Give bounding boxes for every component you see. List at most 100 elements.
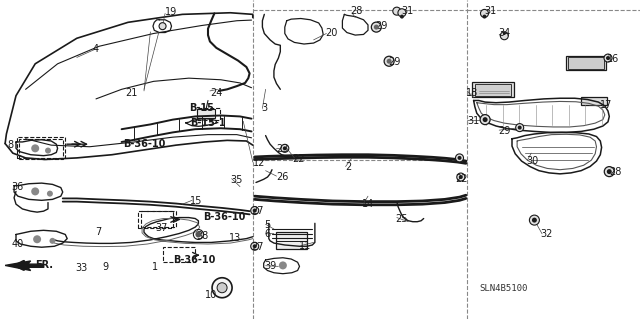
Text: 29: 29 bbox=[498, 126, 510, 136]
Text: 31: 31 bbox=[401, 5, 413, 16]
Circle shape bbox=[532, 218, 537, 223]
Text: 25: 25 bbox=[396, 213, 408, 224]
Bar bbox=[475, 84, 511, 96]
Text: 8: 8 bbox=[8, 140, 14, 150]
Text: 28: 28 bbox=[351, 5, 363, 16]
Text: 6: 6 bbox=[264, 229, 271, 240]
Circle shape bbox=[279, 261, 287, 270]
Text: 14: 14 bbox=[362, 199, 374, 209]
Text: B-36-10: B-36-10 bbox=[173, 255, 215, 265]
Text: 28: 28 bbox=[609, 167, 621, 177]
Bar bbox=[197, 109, 215, 118]
Bar bbox=[19, 139, 63, 159]
Text: 40: 40 bbox=[12, 239, 24, 249]
Text: 29: 29 bbox=[388, 57, 401, 67]
Text: 31: 31 bbox=[484, 5, 497, 16]
Circle shape bbox=[400, 15, 404, 19]
Text: 38: 38 bbox=[196, 231, 209, 241]
Text: 1: 1 bbox=[152, 262, 158, 272]
Circle shape bbox=[159, 23, 166, 30]
Polygon shape bbox=[5, 261, 44, 271]
Text: B-36-10: B-36-10 bbox=[204, 212, 246, 222]
Text: 15: 15 bbox=[190, 196, 202, 206]
Text: 24: 24 bbox=[210, 87, 222, 98]
Text: 20: 20 bbox=[325, 28, 337, 39]
Text: 21: 21 bbox=[125, 87, 137, 98]
Text: 36: 36 bbox=[12, 182, 24, 192]
Polygon shape bbox=[10, 262, 29, 269]
Circle shape bbox=[253, 244, 257, 248]
Text: 16: 16 bbox=[607, 54, 619, 64]
Text: 35: 35 bbox=[230, 174, 243, 185]
Circle shape bbox=[604, 167, 614, 177]
Bar bbox=[276, 232, 307, 249]
Text: 34: 34 bbox=[498, 28, 510, 39]
Bar bbox=[138, 211, 173, 228]
Circle shape bbox=[480, 115, 490, 125]
Circle shape bbox=[371, 22, 381, 32]
Circle shape bbox=[212, 278, 232, 298]
Circle shape bbox=[387, 59, 392, 64]
Circle shape bbox=[500, 32, 508, 40]
Text: 26: 26 bbox=[276, 172, 289, 182]
Text: 18: 18 bbox=[466, 87, 478, 98]
Text: 37: 37 bbox=[155, 223, 167, 233]
Text: 13: 13 bbox=[228, 233, 241, 243]
Circle shape bbox=[251, 206, 259, 215]
Text: 32: 32 bbox=[541, 229, 553, 240]
Text: B-36-10: B-36-10 bbox=[123, 139, 165, 149]
Circle shape bbox=[457, 173, 465, 181]
Circle shape bbox=[606, 56, 610, 60]
Circle shape bbox=[374, 25, 379, 30]
Text: 39: 39 bbox=[264, 261, 276, 271]
Circle shape bbox=[384, 56, 394, 66]
Circle shape bbox=[33, 235, 41, 243]
Text: 29: 29 bbox=[376, 21, 388, 31]
Text: 31: 31 bbox=[467, 116, 479, 126]
Circle shape bbox=[47, 191, 53, 197]
Text: B-15: B-15 bbox=[189, 103, 214, 114]
Circle shape bbox=[31, 187, 39, 196]
Circle shape bbox=[607, 169, 612, 174]
Circle shape bbox=[283, 146, 287, 150]
Bar bbox=[17, 137, 65, 158]
Text: 27: 27 bbox=[252, 241, 264, 252]
Circle shape bbox=[398, 9, 406, 17]
Text: FR.: FR. bbox=[35, 260, 53, 271]
Circle shape bbox=[529, 215, 540, 225]
Circle shape bbox=[604, 54, 612, 62]
Bar bbox=[568, 57, 604, 69]
Text: SLN4B5100: SLN4B5100 bbox=[479, 284, 528, 293]
Circle shape bbox=[251, 242, 259, 250]
Circle shape bbox=[458, 156, 461, 160]
Text: 2: 2 bbox=[346, 162, 352, 173]
Bar bbox=[141, 211, 176, 227]
Text: 4: 4 bbox=[93, 44, 99, 55]
Text: 17: 17 bbox=[600, 100, 612, 110]
Text: 5: 5 bbox=[264, 220, 271, 230]
Bar bbox=[472, 82, 514, 97]
Circle shape bbox=[503, 32, 506, 35]
Text: 11: 11 bbox=[299, 241, 311, 251]
Text: 27: 27 bbox=[252, 206, 264, 216]
Text: 30: 30 bbox=[526, 156, 538, 166]
Text: 7: 7 bbox=[95, 227, 101, 237]
Text: 3: 3 bbox=[261, 103, 268, 114]
Bar bbox=[566, 56, 606, 70]
Circle shape bbox=[253, 209, 257, 212]
Circle shape bbox=[483, 117, 488, 122]
Circle shape bbox=[483, 15, 486, 19]
Text: 22: 22 bbox=[292, 153, 305, 164]
Circle shape bbox=[393, 7, 401, 15]
Circle shape bbox=[456, 154, 463, 162]
Text: 19: 19 bbox=[165, 7, 177, 17]
Text: 23: 23 bbox=[276, 144, 289, 154]
Circle shape bbox=[516, 123, 524, 132]
Text: 10: 10 bbox=[205, 290, 217, 300]
Circle shape bbox=[45, 148, 51, 153]
Circle shape bbox=[49, 238, 56, 244]
Circle shape bbox=[459, 175, 463, 179]
Bar bbox=[163, 247, 195, 262]
Circle shape bbox=[31, 144, 39, 152]
Bar bbox=[197, 108, 220, 120]
